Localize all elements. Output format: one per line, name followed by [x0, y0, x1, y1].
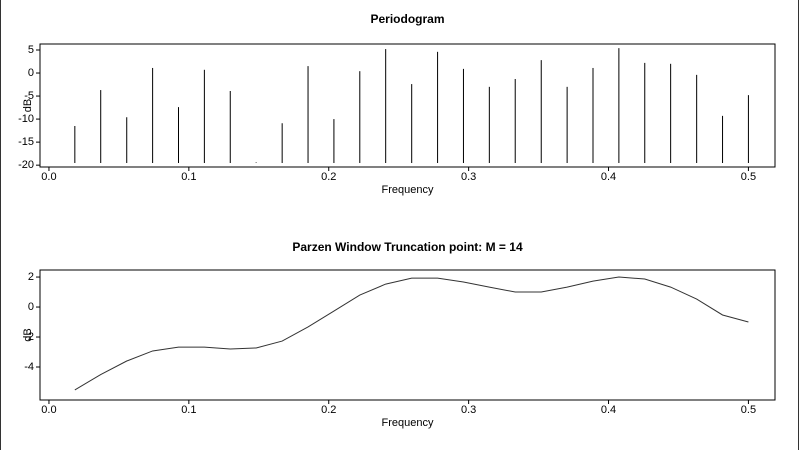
plot-box: [39, 269, 776, 401]
chart-title: Periodogram: [370, 12, 444, 26]
chart-title: Parzen Window Truncation point: M = 14: [292, 240, 523, 254]
x-tick-label: 0.4: [601, 404, 616, 416]
x-tick-label: 0.2: [321, 171, 336, 183]
x-tick-label: 0.2: [321, 404, 336, 416]
x-tick-label: 0.5: [741, 404, 756, 416]
y-tick-label: -15: [18, 136, 34, 148]
x-tick-label: 0.0: [41, 171, 56, 183]
y-tick-label: -5: [24, 90, 34, 102]
y-tick-label: -2: [24, 331, 34, 343]
x-tick-label: 0.1: [181, 404, 196, 416]
y-tick-label: -20: [18, 159, 34, 171]
x-tick-label: 0.3: [461, 171, 476, 183]
y-tick-label: 0: [28, 67, 34, 79]
x-axis-label: Frequency: [382, 184, 434, 196]
y-tick-label: 5: [28, 44, 34, 56]
x-tick-label: 0.5: [741, 171, 756, 183]
x-tick-label: 0.0: [41, 404, 56, 416]
y-axis-label: dB: [22, 99, 34, 112]
x-axis-label: Frequency: [382, 417, 434, 429]
y-tick-label: 0: [28, 301, 34, 313]
x-tick-label: 0.4: [601, 171, 616, 183]
y-tick-label: -10: [18, 113, 34, 125]
spectrum-line: [74, 276, 749, 391]
y-tick-label: 2: [28, 271, 34, 283]
y-axis-label: dB: [22, 328, 34, 341]
plot-box: [39, 43, 776, 168]
x-tick-label: 0.1: [181, 171, 196, 183]
y-tick-label: -4: [24, 361, 34, 373]
x-tick-label: 0.3: [461, 404, 476, 416]
